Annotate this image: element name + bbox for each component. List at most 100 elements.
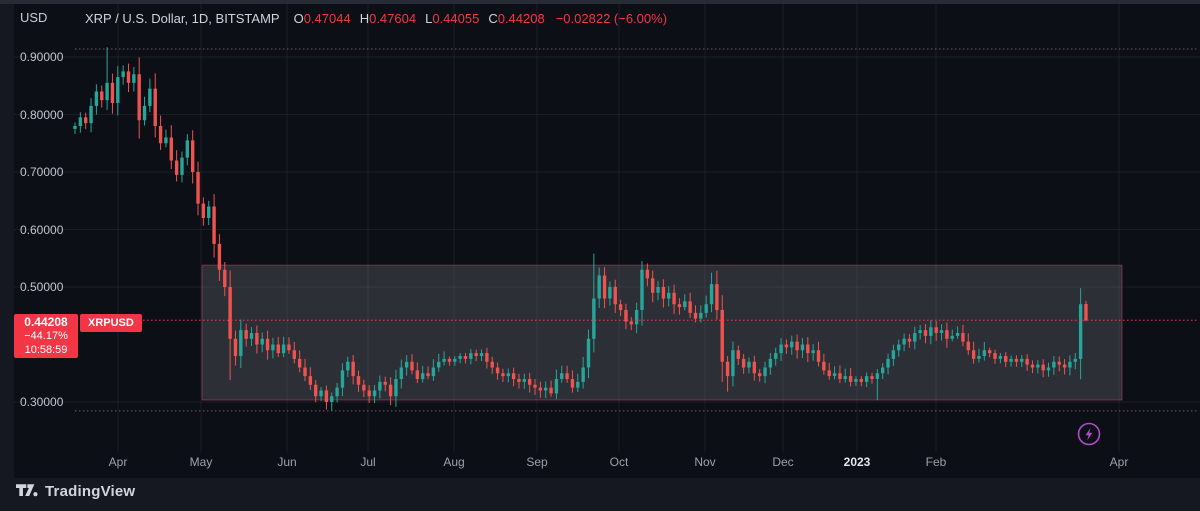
candle-body <box>297 358 302 368</box>
candle-body <box>249 333 254 339</box>
bar-countdown: 10:58:59 <box>24 344 68 356</box>
time-tick-label: 2023 <box>843 455 871 469</box>
candle-body <box>955 333 960 336</box>
range-box-drawing[interactable] <box>201 264 1123 401</box>
candle-body <box>378 381 382 391</box>
candle-body <box>383 381 387 385</box>
candle-body <box>126 71 131 83</box>
candle-body <box>918 330 922 333</box>
last-price-value: 0.44208 <box>24 315 68 329</box>
candle-body <box>699 312 703 319</box>
chart-pane[interactable] <box>14 4 1200 478</box>
candle-body <box>260 338 264 345</box>
candle-body <box>859 379 864 382</box>
candle-body <box>437 361 441 368</box>
candle-body <box>897 344 901 351</box>
symbol-title[interactable]: XRP / U.S. Dollar, 1D, BITSTAMP <box>85 11 280 26</box>
candle-body <box>1046 367 1051 371</box>
candle-body <box>223 269 227 287</box>
candle-body <box>891 350 896 359</box>
candle-body <box>228 287 232 339</box>
candle-body <box>982 350 987 356</box>
candle-body <box>790 341 794 348</box>
ohlc-pair: H0.47604 <box>359 11 417 26</box>
candle-body <box>490 361 494 368</box>
price-tick-label: 0.60000 <box>20 222 64 237</box>
candle-body <box>977 356 981 359</box>
candle-body <box>479 353 484 356</box>
candle-body <box>527 379 532 385</box>
time-tick-label: Jul <box>360 455 376 469</box>
candle-body <box>720 310 724 362</box>
candle-body <box>629 321 633 325</box>
candle-body <box>233 338 238 356</box>
candle-body <box>1025 358 1029 365</box>
candle-body <box>276 344 280 354</box>
candle-body <box>613 287 617 305</box>
candle-body <box>672 292 676 305</box>
candle-body <box>913 333 917 342</box>
tradingview-logo-icon <box>16 483 38 496</box>
time-tick-label: Feb <box>925 455 947 469</box>
candle-body <box>538 387 543 391</box>
candle-body <box>741 358 746 368</box>
candle-body <box>693 312 698 319</box>
candle-body <box>458 356 462 359</box>
candle-body <box>608 287 612 299</box>
candle-body <box>447 358 452 362</box>
candle-body <box>164 137 168 144</box>
candle-body <box>870 376 874 379</box>
candle-body <box>158 126 163 144</box>
candle-body <box>340 370 345 388</box>
candle-body <box>1009 358 1013 362</box>
candle-body <box>747 361 751 368</box>
candle-body <box>618 304 623 310</box>
candle-body <box>602 275 607 299</box>
candle-body <box>939 330 944 333</box>
candle-body <box>453 358 457 362</box>
candle-body <box>394 379 398 397</box>
candle-body <box>961 333 965 342</box>
candle-body <box>987 350 992 354</box>
candle-body <box>667 292 671 299</box>
candle-body <box>415 370 420 379</box>
candle-body <box>779 344 783 354</box>
candle-body <box>308 376 313 385</box>
candle-body <box>319 390 323 397</box>
candle-body <box>774 353 778 359</box>
ohlc-pair: O0.47044 <box>293 11 351 26</box>
candle-body <box>800 344 805 351</box>
candle-body <box>544 387 548 391</box>
candle-body <box>704 304 708 313</box>
candle-body <box>993 353 997 359</box>
candle-body <box>554 379 559 394</box>
candle-body <box>346 361 350 371</box>
time-tick-label: May <box>189 455 213 469</box>
candle-body <box>677 304 682 308</box>
lightning-button[interactable] <box>1076 421 1102 447</box>
candle-body <box>271 344 275 351</box>
candle-body <box>372 390 377 397</box>
candle-body <box>105 82 109 101</box>
change-percent-value: −44.17% <box>24 330 68 342</box>
candle-body <box>634 310 639 325</box>
candle-body <box>73 126 77 129</box>
price-tick-label: 0.30000 <box>20 395 64 409</box>
candle-body <box>683 301 687 308</box>
candle-body <box>880 367 885 374</box>
candle-body <box>640 269 644 310</box>
candle-body <box>1014 358 1019 362</box>
candle-body <box>923 330 928 336</box>
candle-body <box>1062 364 1067 368</box>
candle-body <box>1073 358 1077 362</box>
candle-body <box>832 373 837 377</box>
price-tick-label: 0.90000 <box>20 50 64 64</box>
candle-body <box>864 376 869 382</box>
time-tick-label: Aug <box>443 455 465 469</box>
tradingview-attribution[interactable]: TradingView <box>16 483 135 500</box>
candle-body <box>116 77 120 103</box>
candle-body <box>190 140 195 172</box>
candle-body <box>645 269 650 279</box>
